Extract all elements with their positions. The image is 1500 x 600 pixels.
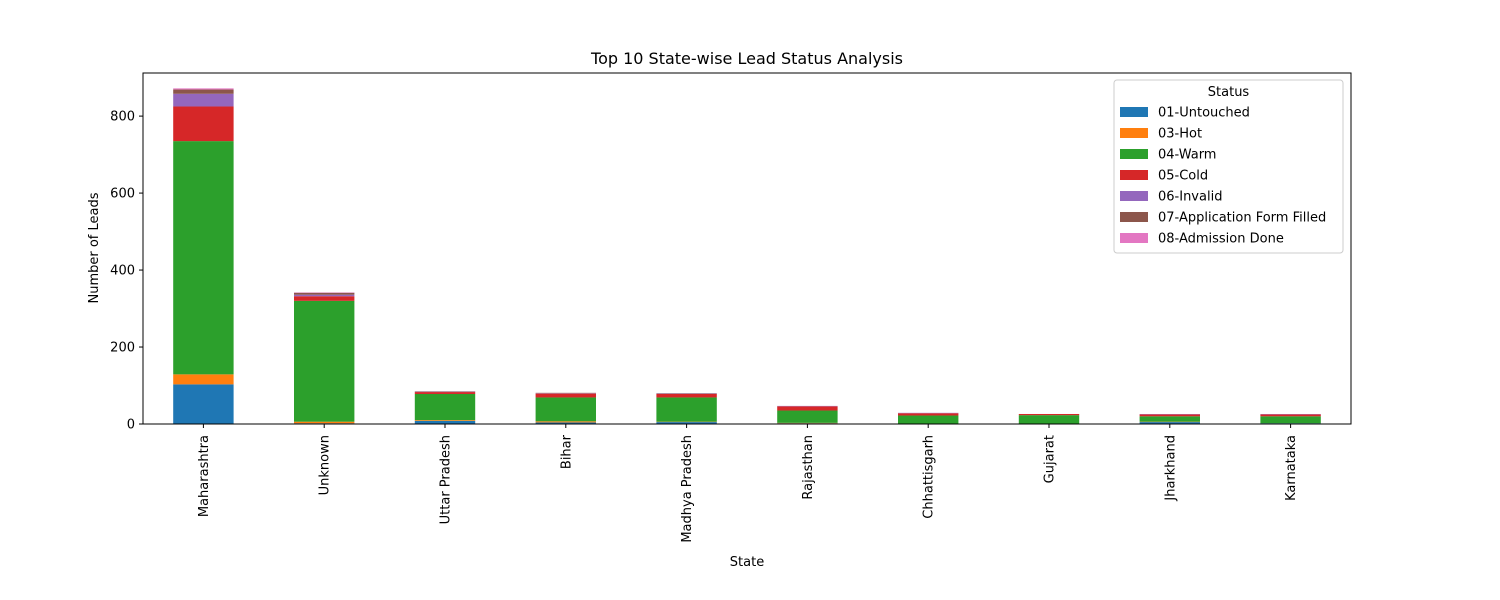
bar-unknown-03-hot (294, 421, 355, 424)
bar-chhattisgarh-04-warm (898, 415, 959, 424)
x-tick-label: Gujarat (1043, 435, 1058, 483)
legend-label-07-application-form-filled: 07-Application Form Filled (1158, 211, 1326, 226)
bar-madhya-pradesh-04-warm (656, 397, 717, 422)
legend-swatch-01-untouched (1120, 107, 1148, 117)
bar-maharashtra-01-untouched (173, 384, 234, 424)
bar-chhattisgarh-05-cold (898, 413, 959, 416)
legend-label-06-invalid: 06-Invalid (1158, 190, 1222, 205)
x-tick-label: Madhya Pradesh (680, 435, 695, 543)
bar-gujarat-04-warm (1018, 415, 1080, 424)
y-tick-label: 200 (110, 341, 135, 356)
bar-uttar-pradesh-01-untouched (414, 420, 476, 424)
bar-bihar-05-cold (535, 393, 596, 398)
plot-frame (142, 72, 1352, 425)
legend-swatch-04-warm (1120, 149, 1148, 159)
bar-maharashtra-04-warm (173, 141, 234, 375)
x-tick-label: Bihar (559, 434, 574, 469)
bar-karnataka-05-cold (1260, 414, 1321, 417)
bar-gujarat-05-cold (1018, 413, 1080, 416)
bar-uttar-pradesh-05-cold (414, 392, 476, 394)
bar-maharashtra-07-application-form-filled (173, 89, 234, 94)
legend-swatch-05-cold (1120, 170, 1148, 180)
legend-swatch-08-admission-done (1120, 233, 1148, 243)
legend-label-01-untouched: 01-Untouched (1158, 106, 1250, 121)
bar-unknown-05-cold (294, 296, 355, 301)
x-tick-label: Unknown (318, 435, 333, 495)
bar-bihar-01-untouched (535, 422, 596, 424)
y-tick-label: 0 (127, 418, 135, 433)
y-tick-label: 600 (110, 187, 135, 202)
legend-label-04-warm: 04-Warm (1158, 148, 1216, 163)
bar-bihar-03-hot (535, 421, 596, 423)
bar-madhya-pradesh-01-untouched (656, 422, 717, 424)
y-tick-label: 400 (110, 264, 135, 279)
bar-uttar-pradesh-03-hot (414, 420, 476, 421)
legend-swatch-06-invalid (1120, 191, 1148, 201)
x-tick-label: Maharashtra (197, 435, 212, 517)
y-axis-title: Number of Leads (87, 192, 102, 303)
bar-uttar-pradesh-04-warm (414, 393, 476, 421)
x-axis: Maharashtra Unknown Uttar Pradesh Bihar Madh… (197, 424, 1299, 543)
bar-jharkhand-01-untouched (1139, 422, 1200, 424)
y-tick-label: 800 (110, 110, 135, 125)
legend-box (1113, 79, 1344, 254)
bar-jharkhand-05-cold (1139, 414, 1200, 417)
chart-title: Top 10 State-wise Lead Status Analysis (590, 49, 903, 68)
bars-group (173, 88, 1321, 424)
legend-title: Status (1208, 85, 1250, 100)
bar-unknown-06-invalid (294, 294, 355, 297)
x-axis-title: State (730, 555, 764, 570)
x-tick-label: Rajasthan (801, 435, 816, 500)
bar-bihar-04-warm (535, 397, 596, 422)
bar-maharashtra-05-cold (173, 106, 234, 142)
x-tick-label: Jharkhand (1163, 435, 1178, 502)
x-tick-label: Uttar Pradesh (439, 435, 454, 524)
bar-karnataka-04-warm (1260, 416, 1321, 424)
legend-swatch-03-hot (1120, 128, 1148, 138)
bar-madhya-pradesh-05-cold (656, 393, 717, 398)
bar-unknown-04-warm (294, 300, 355, 422)
bar-rajasthan-04-warm (777, 410, 838, 423)
legend-label-03-hot: 03-Hot (1158, 127, 1202, 142)
bar-unknown-07-application-form-filled (294, 292, 355, 295)
legend-swatch-07-application-form-filled (1120, 212, 1148, 222)
bar-jharkhand-04-warm (1139, 416, 1200, 422)
y-axis: 0 200 400 600 800 (110, 110, 143, 433)
legend-label-05-cold: 05-Cold (1158, 169, 1208, 184)
bar-maharashtra-06-invalid (173, 93, 234, 107)
bar-maharashtra-03-hot (173, 374, 234, 385)
x-tick-label: Chhattisgarh (922, 435, 937, 519)
legend: Status 01-Untouched 03-Hot 04-Warm 05-Cold 06… (1113, 79, 1344, 254)
x-tick-label: Karnataka (1284, 435, 1299, 501)
bar-maharashtra-08-admission-done (173, 88, 234, 90)
bar-rajasthan-05-cold (777, 406, 838, 411)
legend-label-08-admission-done: 08-Admission Done (1158, 232, 1284, 247)
